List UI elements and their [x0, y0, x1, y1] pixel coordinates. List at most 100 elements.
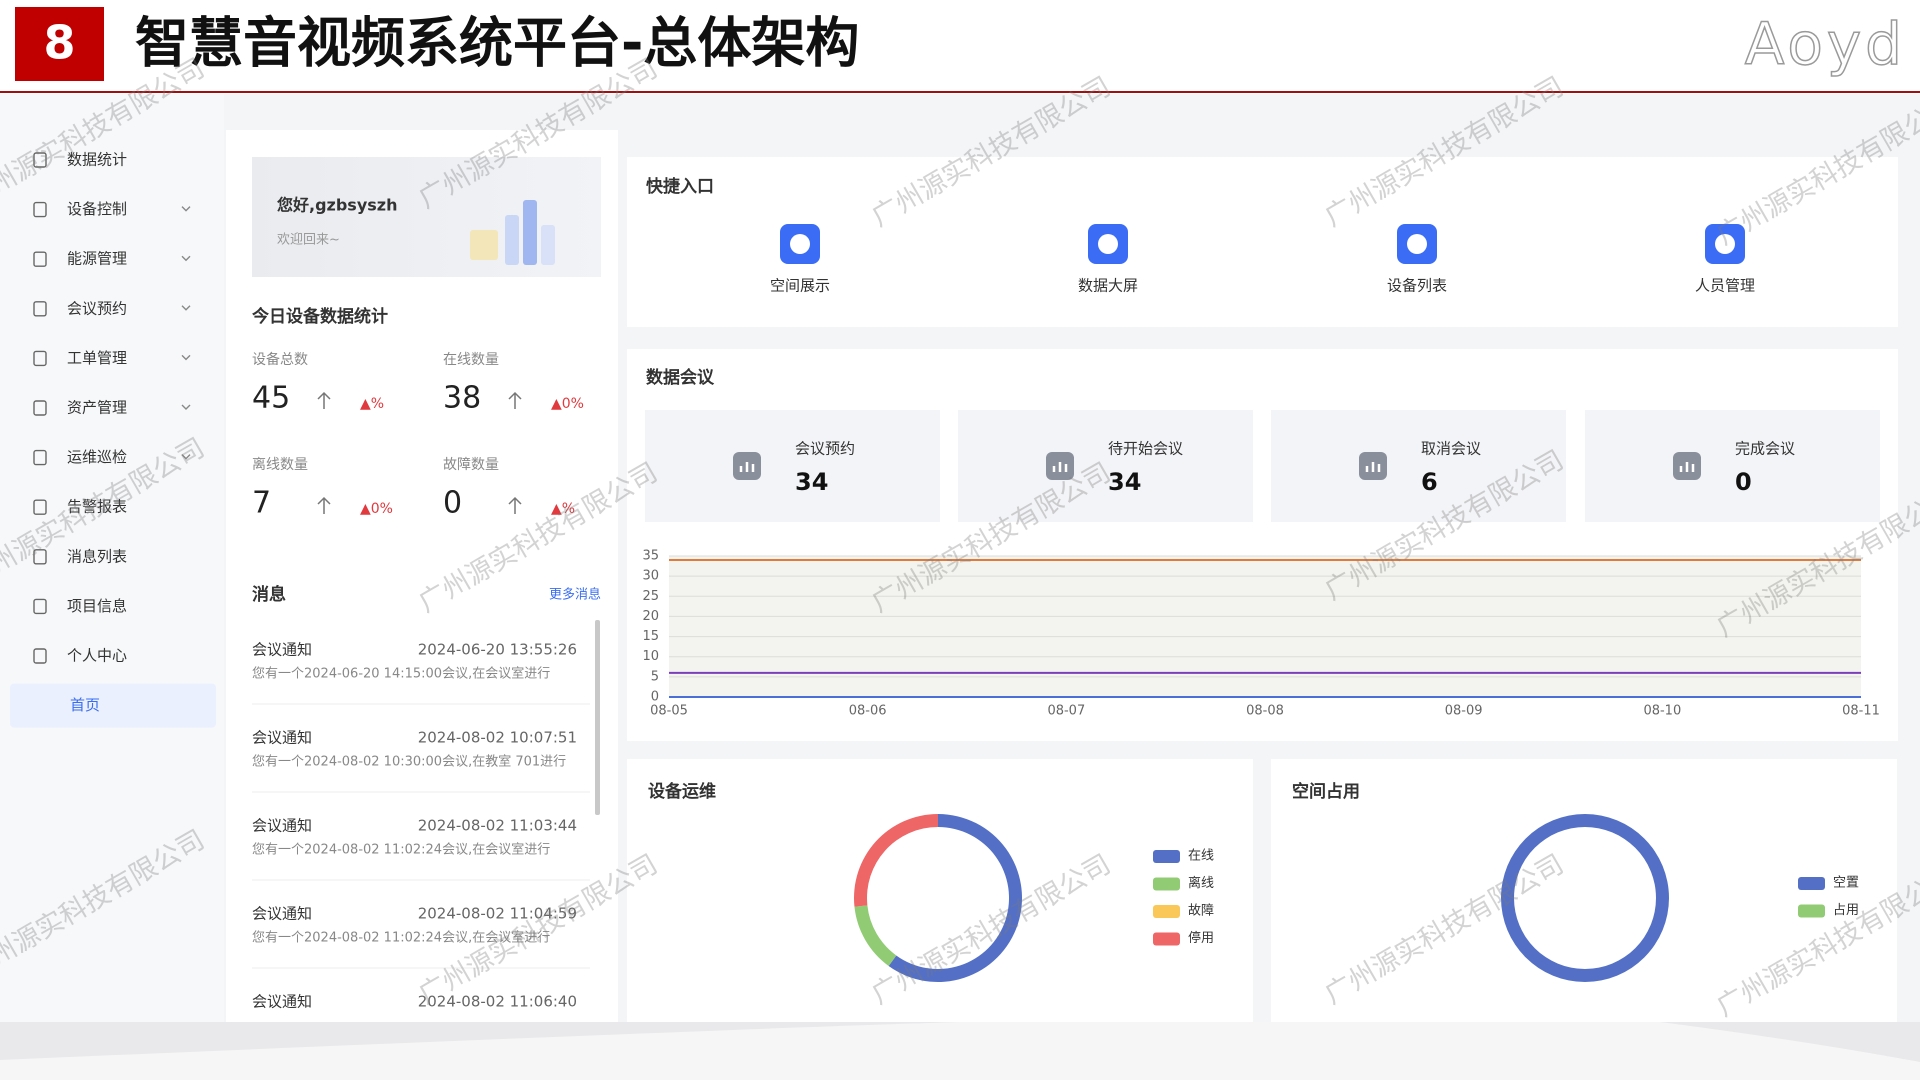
sidebar-chevron [181, 354, 191, 361]
x-tick-label: 08-05 [650, 704, 688, 719]
chart-title: 设备运维 [648, 781, 716, 802]
header-badge [15, 7, 104, 81]
sidebar-label: 运维巡检 [67, 448, 127, 466]
sidebar-item[interactable]: 运维巡检 [33, 448, 191, 466]
quick-entry-panel [627, 157, 1898, 327]
sidebar-icon [33, 201, 47, 218]
sidebar-icon [33, 449, 47, 466]
legend-swatch [1153, 877, 1180, 891]
sidebar-item[interactable]: 首页 [10, 683, 216, 728]
quick-entry-item[interactable]: 数据大屏 [1078, 224, 1138, 295]
quick-entry-item[interactable]: 人员管理 [1695, 224, 1755, 295]
meeting-card-value: 0 [1735, 468, 1752, 496]
message-body: 您有一个2024-06-20 14:15:00会议,在会议室进行 [252, 666, 550, 682]
message-item[interactable]: 会议通知 2024-08-02 11:03:44 您有一个2024-08-02 11… [252, 817, 590, 881]
sidebar-icon [33, 301, 47, 317]
sidebar-item[interactable]: 个人中心 [33, 647, 127, 665]
stat-arrow [508, 496, 522, 514]
y-tick-label: 35 [642, 549, 659, 564]
x-tick-label: 08-09 [1445, 704, 1483, 719]
donut-segment [888, 814, 1023, 982]
sidebar-item[interactable]: 资产管理 [33, 399, 191, 417]
stat-change: ▲% [551, 501, 575, 517]
message-item[interactable]: 会议通知 2024-08-02 11:06:40 [252, 993, 590, 1057]
welcome-illustration [523, 200, 537, 265]
sidebar-item[interactable]: 告警报表 [33, 498, 127, 516]
stat-value: 45 [252, 381, 290, 416]
message-time: 2024-06-20 13:55:26 [418, 641, 577, 659]
stat-arrow [317, 496, 331, 514]
legend-label: 在线 [1188, 849, 1214, 864]
stat-label: 在线数量 [443, 352, 499, 368]
message-title: 会议通知 [252, 641, 312, 659]
sidebar-icon [33, 152, 47, 168]
donut-segment [854, 814, 938, 907]
meeting-card-label: 完成会议 [1735, 440, 1795, 458]
stat-change: ▲% [360, 396, 384, 412]
sidebar-label: 能源管理 [67, 250, 127, 268]
meeting-card-label: 取消会议 [1421, 440, 1481, 458]
left-panel [226, 130, 618, 1022]
quick-entry-item[interactable]: 设备列表 [1387, 224, 1447, 295]
sidebar-item[interactable]: 数据统计 [33, 151, 127, 169]
messages-more[interactable]: 更多消息 [549, 587, 601, 603]
sidebar-item[interactable]: 能源管理 [33, 250, 191, 268]
meeting-card-icon-bars [1052, 462, 1068, 472]
message-body: 您有一个2024-08-02 11:02:24会议,在会议室进行 [252, 930, 550, 946]
stat-arrow [508, 391, 522, 409]
message-time: 2024-08-02 11:06:40 [418, 993, 577, 1011]
sidebar-icon [33, 499, 47, 515]
meeting-card-value: 6 [1421, 468, 1438, 496]
sidebar-item[interactable]: 项目信息 [33, 597, 127, 615]
y-tick-label: 20 [642, 609, 659, 624]
legend-swatch [1798, 904, 1825, 918]
quick-entry-glyph [1407, 234, 1427, 254]
message-item[interactable]: 会议通知 2024-06-20 13:55:26 您有一个2024-06-20 14… [252, 641, 590, 705]
message-item[interactable]: 会议通知 2024-08-02 11:04:59 您有一个2024-08-02 11… [252, 905, 590, 969]
y-tick-label: 15 [642, 629, 659, 644]
chart-title: 空间占用 [1292, 781, 1360, 802]
stat-label: 故障数量 [443, 457, 499, 473]
sidebar-item[interactable]: 消息列表 [33, 547, 127, 565]
meeting-title: 数据会议 [646, 367, 715, 388]
meeting-card-value: 34 [795, 468, 828, 496]
sidebar-icon [33, 648, 47, 664]
legend-label: 占用 [1833, 903, 1859, 918]
sidebar-chevron [181, 454, 191, 460]
stats-title: 今日设备数据统计 [252, 306, 388, 327]
y-tick-label: 5 [651, 669, 659, 684]
quick-entry-item[interactable]: 空间展示 [770, 224, 830, 295]
sidebar-icon [33, 598, 47, 615]
x-tick-label: 08-11 [1842, 704, 1880, 719]
meeting-card [1585, 410, 1880, 522]
sidebar-item[interactable]: 工单管理 [33, 349, 191, 367]
sidebar-label: 个人中心 [67, 647, 127, 665]
meeting-card [645, 410, 940, 522]
meeting-card-value: 34 [1108, 468, 1141, 496]
sidebar-icon [33, 400, 47, 416]
message-item[interactable]: 会议通知 2024-08-02 10:07:51 您有一个2024-08-02 10… [252, 729, 590, 793]
sidebar-item[interactable]: 会议预约 [33, 299, 191, 317]
stat-arrow [317, 391, 331, 409]
y-tick-label: 0 [651, 690, 659, 705]
y-tick-label: 10 [642, 649, 659, 664]
sidebar-item[interactable]: 设备控制 [33, 200, 191, 218]
message-title: 会议通知 [252, 993, 312, 1011]
x-tick-label: 08-06 [849, 704, 887, 719]
messages-title: 消息 [252, 584, 286, 605]
meeting-card-icon-bars [1679, 462, 1695, 472]
x-tick-label: 08-08 [1246, 704, 1284, 719]
welcome-subtitle: 欢迎回来~ [277, 233, 340, 248]
sidebar-label: 消息列表 [67, 547, 127, 565]
sidebar-chevron [181, 305, 191, 311]
sidebar-icon [33, 350, 47, 367]
messages-scrollbar [595, 620, 600, 815]
legend-label: 离线 [1188, 875, 1214, 891]
message-body: 您有一个2024-08-02 11:02:24会议,在会议室进行 [252, 842, 550, 858]
stat-value: 7 [252, 486, 271, 521]
legend-label: 空置 [1833, 876, 1859, 891]
sidebar-label: 项目信息 [67, 597, 127, 615]
message-time: 2024-08-02 11:04:59 [418, 905, 577, 923]
